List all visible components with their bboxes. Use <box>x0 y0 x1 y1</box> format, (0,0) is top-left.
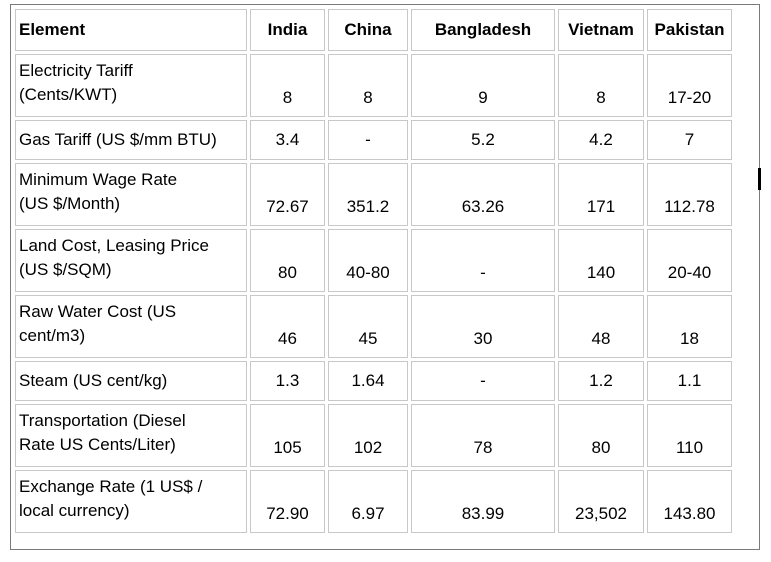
label-line: local currency) <box>19 501 130 520</box>
header-bangladesh: Bangladesh <box>411 9 555 51</box>
cell-india: 8 <box>250 54 325 117</box>
cell-china: - <box>328 120 408 160</box>
header-pakistan: Pakistan <box>647 9 732 51</box>
header-element: Element <box>15 9 247 51</box>
row-label: Electricity Tariff (Cents/KWT) <box>15 54 247 117</box>
cell-india: 46 <box>250 295 325 358</box>
label-line: Electricity Tariff <box>19 61 133 80</box>
cell-china: 6.97 <box>328 470 408 533</box>
cell-vietnam: 8 <box>558 54 644 117</box>
edge-marker <box>758 168 761 190</box>
cell-india: 105 <box>250 404 325 467</box>
header-china: China <box>328 9 408 51</box>
label-line: Gas Tariff (US $/mm BTU) <box>19 130 217 149</box>
cell-bangladesh: - <box>411 361 555 401</box>
cell-pakistan: 143.80 <box>647 470 732 533</box>
table-frame <box>10 4 760 550</box>
cell-bangladesh: 9 <box>411 54 555 117</box>
row-label: Exchange Rate (1 US$ / local currency) <box>15 470 247 533</box>
header-row: Element India China Bangladesh Vietnam P… <box>15 9 732 51</box>
label-line: cent/m3) <box>19 326 86 345</box>
cell-india: 1.3 <box>250 361 325 401</box>
table-row: Gas Tariff (US $/mm BTU) 3.4 - 5.2 4.2 7 <box>15 120 732 160</box>
label-line: Land Cost, Leasing Price <box>19 236 209 255</box>
cell-pakistan: 1.1 <box>647 361 732 401</box>
cell-vietnam: 4.2 <box>558 120 644 160</box>
label-line: (US $/SQM) <box>19 260 112 279</box>
label-line: Raw Water Cost (US <box>19 302 177 321</box>
label-line: Steam (US cent/kg) <box>19 371 168 390</box>
cell-bangladesh: 78 <box>411 404 555 467</box>
row-label: Gas Tariff (US $/mm BTU) <box>15 120 247 160</box>
cell-vietnam: 23,502 <box>558 470 644 533</box>
cell-pakistan: 110 <box>647 404 732 467</box>
cell-india: 72.90 <box>250 470 325 533</box>
header-india: India <box>250 9 325 51</box>
cell-vietnam: 171 <box>558 163 644 226</box>
label-line: Exchange Rate (1 US$ / <box>19 477 203 496</box>
cell-pakistan: 18 <box>647 295 732 358</box>
label-line: Transportation (Diesel <box>19 411 186 430</box>
cell-india: 72.67 <box>250 163 325 226</box>
cell-vietnam: 1.2 <box>558 361 644 401</box>
table-row: Exchange Rate (1 US$ / local currency) 72… <box>15 470 732 533</box>
cell-vietnam: 80 <box>558 404 644 467</box>
table-row: Minimum Wage Rate (US $/Month) 72.67 351.… <box>15 163 732 226</box>
row-label: Raw Water Cost (US cent/m3) <box>15 295 247 358</box>
cost-comparison-table: Element India China Bangladesh Vietnam P… <box>12 6 735 536</box>
table-row: Raw Water Cost (US cent/m3) 46 45 30 48 1… <box>15 295 732 358</box>
label-line: (Cents/KWT) <box>19 85 118 104</box>
table-row: Electricity Tariff (Cents/KWT) 8 8 9 8 17… <box>15 54 732 117</box>
cell-china: 351.2 <box>328 163 408 226</box>
cell-pakistan: 112.78 <box>647 163 732 226</box>
cell-china: 45 <box>328 295 408 358</box>
cell-china: 8 <box>328 54 408 117</box>
row-label: Minimum Wage Rate (US $/Month) <box>15 163 247 226</box>
cell-bangladesh: 30 <box>411 295 555 358</box>
cell-india: 80 <box>250 229 325 292</box>
cell-china: 40-80 <box>328 229 408 292</box>
row-label: Land Cost, Leasing Price (US $/SQM) <box>15 229 247 292</box>
cell-india: 3.4 <box>250 120 325 160</box>
label-line: (US $/Month) <box>19 194 121 213</box>
label-line: Rate US Cents/Liter) <box>19 435 176 454</box>
cell-pakistan: 17-20 <box>647 54 732 117</box>
row-label: Transportation (Diesel Rate US Cents/Lite… <box>15 404 247 467</box>
table-row: Land Cost, Leasing Price (US $/SQM) 80 40… <box>15 229 732 292</box>
row-label: Steam (US cent/kg) <box>15 361 247 401</box>
cell-bangladesh: 63.26 <box>411 163 555 226</box>
cell-bangladesh: - <box>411 229 555 292</box>
cell-bangladesh: 5.2 <box>411 120 555 160</box>
cell-pakistan: 20-40 <box>647 229 732 292</box>
cell-pakistan: 7 <box>647 120 732 160</box>
cell-china: 1.64 <box>328 361 408 401</box>
label-line: Minimum Wage Rate <box>19 170 178 189</box>
cell-china: 102 <box>328 404 408 467</box>
cell-vietnam: 140 <box>558 229 644 292</box>
cell-vietnam: 48 <box>558 295 644 358</box>
cell-bangladesh: 83.99 <box>411 470 555 533</box>
table-row: Transportation (Diesel Rate US Cents/Lite… <box>15 404 732 467</box>
table-row: Steam (US cent/kg) 1.3 1.64 - 1.2 1.1 <box>15 361 732 401</box>
header-vietnam: Vietnam <box>558 9 644 51</box>
